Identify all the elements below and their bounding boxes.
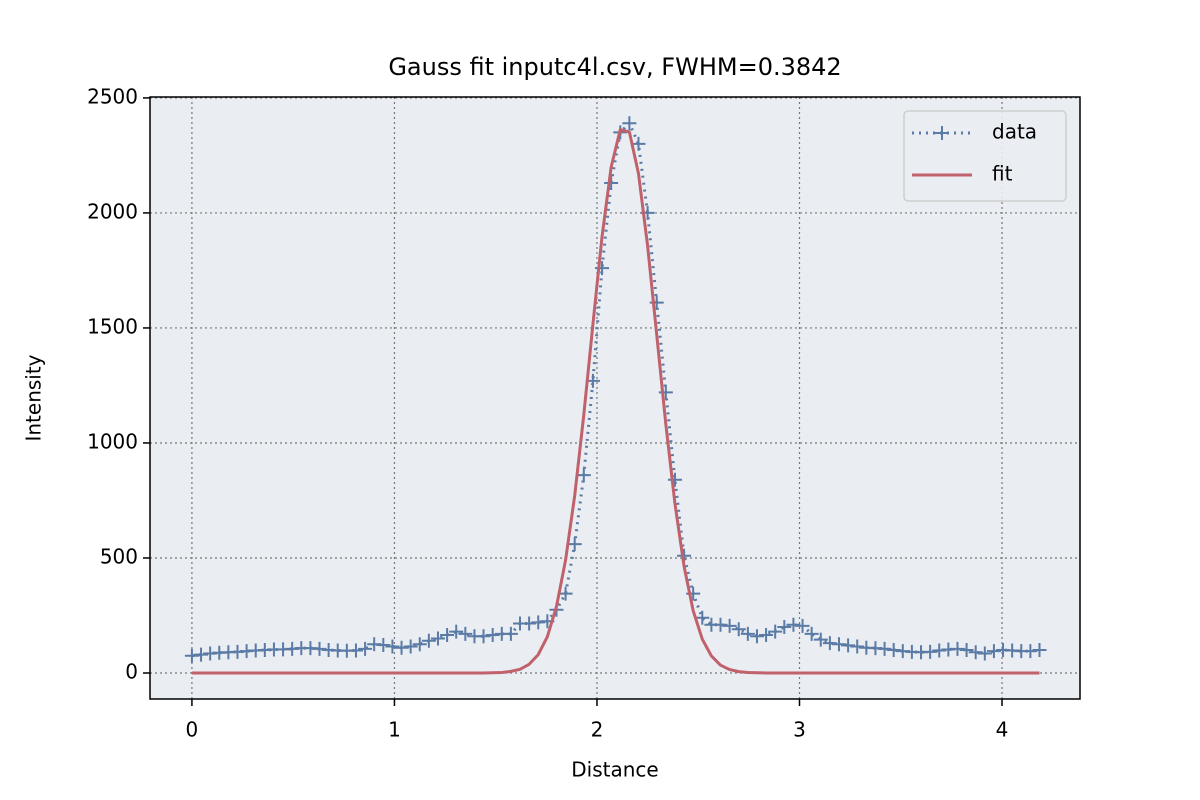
data-marker: [440, 628, 455, 643]
y-tick-label: 500: [100, 544, 138, 568]
data-marker: [531, 615, 546, 630]
x-tick-label: 2: [591, 718, 604, 742]
data-marker: [622, 116, 637, 131]
legend-label: fit: [992, 162, 1013, 186]
x-tick-label: 0: [186, 718, 199, 742]
data-marker: [768, 624, 783, 639]
data-marker: [822, 636, 837, 651]
data-marker: [959, 643, 974, 658]
data-marker: [358, 641, 373, 656]
data-marker: [731, 622, 746, 637]
data-marker: [986, 644, 1001, 659]
data-marker: [749, 629, 764, 644]
data-marker: [695, 610, 710, 625]
data-marker: [184, 648, 199, 663]
legend-box: [903, 110, 1067, 202]
data-marker: [576, 468, 591, 483]
data-marker: [567, 537, 582, 552]
data-marker: [923, 644, 938, 659]
y-tick-label: 1000: [87, 429, 138, 453]
x-tick-label: 4: [996, 718, 1009, 742]
data-marker: [777, 619, 792, 634]
data-marker: [841, 638, 856, 653]
x-axis-label: Distance: [571, 758, 658, 782]
data-marker: [403, 639, 418, 654]
data-marker: [421, 633, 436, 648]
y-tick-label: 2000: [87, 199, 138, 223]
data-marker: [503, 626, 518, 641]
data-marker: [430, 631, 445, 646]
data-marker: [831, 637, 846, 652]
data-marker: [385, 639, 400, 654]
data-marker: [348, 643, 363, 658]
data-marker: [813, 632, 828, 647]
data-marker: [667, 472, 682, 487]
data-marker: [968, 645, 983, 660]
series-line: [191, 128, 1040, 675]
data-marker: [458, 626, 473, 641]
data-marker: [394, 640, 409, 655]
legend-label: data: [992, 120, 1037, 144]
y-tick-label: 0: [125, 660, 138, 684]
data-marker: [194, 647, 209, 662]
x-tick-label: 1: [388, 718, 401, 742]
data-marker: [558, 586, 573, 601]
y-axis-label: Intensity: [22, 354, 46, 441]
data-marker: [759, 628, 774, 643]
data-marker: [740, 626, 755, 641]
data-marker: [312, 641, 327, 656]
data-marker: [877, 641, 892, 656]
data-marker: [476, 629, 491, 644]
data-marker: [522, 616, 537, 631]
data-marker: [950, 641, 965, 656]
data-marker: [795, 618, 810, 633]
axes-frame: [149, 96, 1081, 700]
data-marker: [485, 628, 500, 643]
plot-layer: [150, 97, 1080, 699]
data-marker: [713, 617, 728, 632]
data-marker: [977, 646, 992, 661]
data-marker: [722, 618, 737, 633]
x-tick-label: 3: [793, 718, 806, 742]
data-marker: [449, 624, 464, 639]
y-tick-label: 1500: [87, 314, 138, 338]
y-tick-label: 2500: [87, 84, 138, 108]
chart-title: Gauss fit inputc4l.csv, FWHM=0.3842: [388, 53, 841, 81]
data-marker: [631, 136, 646, 151]
data-marker: [886, 643, 901, 658]
data-marker: [1023, 644, 1038, 659]
data-marker: [1032, 643, 1047, 658]
data-marker: [804, 626, 819, 641]
data-marker: [412, 637, 427, 652]
data-marker: [786, 617, 801, 632]
data-marker: [850, 639, 865, 654]
data-marker: [376, 637, 391, 652]
legend-marker: [935, 126, 949, 140]
